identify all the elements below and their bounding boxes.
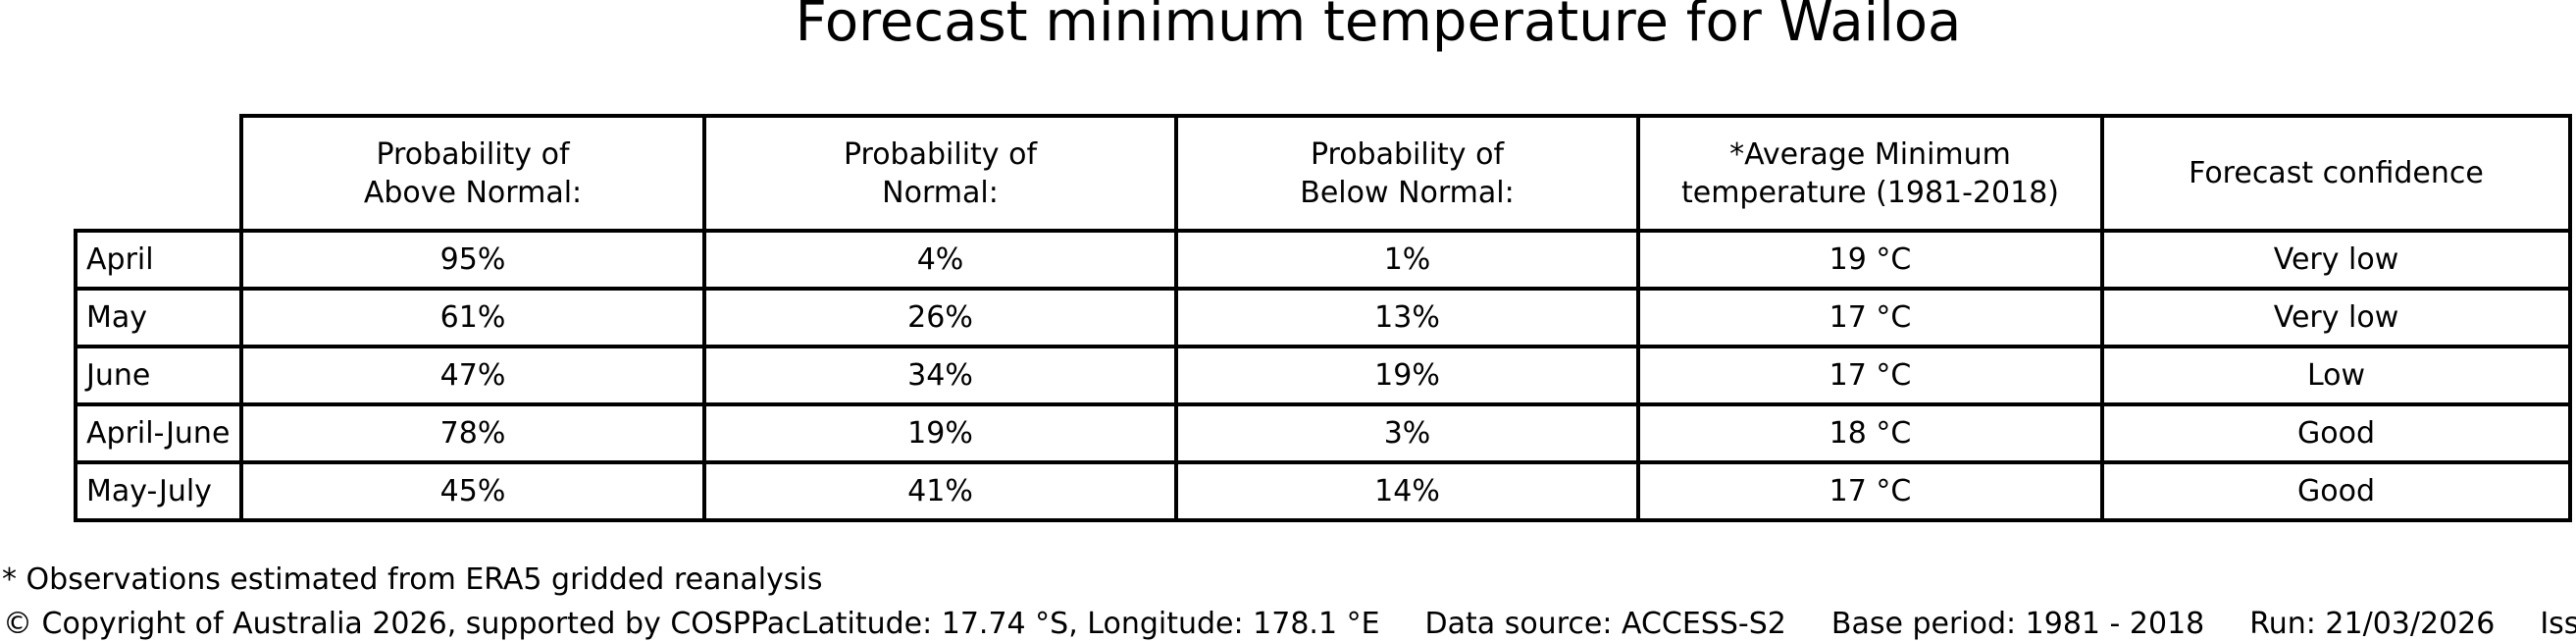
table-cell: 61% (239, 287, 706, 348)
column-header-below-normal: Probability of Below Normal: (1174, 114, 1640, 233)
column-header-above-normal: Probability of Above Normal: (239, 114, 706, 233)
header-row: Probability of Above Normal: Probability… (76, 114, 2572, 233)
table-cell: 41% (702, 460, 1178, 522)
table-row-april-june: April-June 78% 19% 3% 18 °C Good (74, 402, 2572, 464)
table-row-june: June 47% 34% 19% 17 °C Low (74, 345, 2572, 406)
table-cell: Very low (2100, 229, 2572, 291)
table-cell: Low (2100, 345, 2572, 406)
corner-cell (76, 116, 241, 231)
table-cell: 47% (239, 345, 706, 406)
row-label-june: June (74, 345, 243, 406)
base-period-text: Base period: 1981 - 2018 (1830, 607, 2205, 641)
footnote: * Observations estimated from ERA5 gridd… (2, 562, 823, 597)
table-cell: 45% (239, 460, 706, 522)
table-row-may-july: May-July 45% 41% 14% 17 °C Good (74, 460, 2572, 522)
table-cell: 14% (1174, 460, 1640, 522)
footer-metadata-group: Latitude: 17.74 °S, Longitude: 178.1 °E … (801, 610, 2576, 639)
table-cell: 26% (702, 287, 1178, 348)
row-label-april: April (74, 229, 243, 291)
location-text: Latitude: 17.74 °S, Longitude: 178.1 °E (800, 607, 1380, 641)
table-cell: Good (2100, 402, 2572, 464)
table-cell: 78% (239, 402, 706, 464)
row-label-may-july: May-July (74, 460, 243, 522)
copyright-text: © Copyright of Australia 2026, supported… (3, 607, 801, 641)
table-row-may: May 61% 26% 13% 17 °C Very low (74, 287, 2572, 348)
table-cell: Very low (2100, 287, 2572, 348)
table-cell: 34% (702, 345, 1178, 406)
column-header-avg-min-temp: *Average Minimum temperature (1981-2018) (1636, 114, 2104, 233)
table-cell: 1% (1174, 229, 1640, 291)
table-cell: 17 °C (1636, 345, 2104, 406)
column-header-normal: Probability of Normal: (702, 114, 1178, 233)
row-label-may: May (74, 287, 243, 348)
table-row-april: April 95% 4% 1% 19 °C Very low (74, 229, 2572, 291)
table-cell: 19% (1174, 345, 1640, 406)
column-header-forecast-confidence: Forecast confidence (2100, 114, 2572, 233)
table-cell: 17 °C (1636, 287, 2104, 348)
table-cell: 19 °C (1636, 229, 2104, 291)
table-cell: 4% (702, 229, 1178, 291)
table-cell: Good (2100, 460, 2572, 522)
run-date-text: Run: 21/03/2026 (2249, 607, 2496, 641)
table-cell: 3% (1174, 402, 1640, 464)
table-cell: 13% (1174, 287, 1640, 348)
table-cell: 17 °C (1636, 460, 2104, 522)
table-cell: 19% (702, 402, 1178, 464)
footer-bar: © Copyright of Australia 2026, supported… (3, 610, 2576, 639)
table-cell: 18 °C (1636, 402, 2104, 464)
forecast-table: Probability of Above Normal: Probability… (74, 114, 2572, 522)
figure-title: Forecast minimum temperature for Wailoa (795, 0, 1962, 54)
row-label-april-june: April-June (74, 402, 243, 464)
data-source-text: Data source: ACCESS-S2 (1424, 607, 1786, 641)
table-cell: 95% (239, 229, 706, 291)
issued-date-text: Issued: 23/03/2026 (2540, 607, 2576, 641)
